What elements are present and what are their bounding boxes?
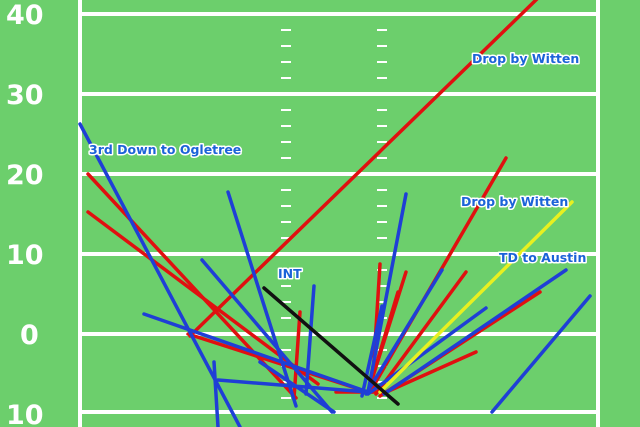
pass-touchdown	[378, 200, 574, 394]
pass-incomplete	[374, 270, 468, 396]
annotations: Drop by Witten 3rd Down to Ogletree Drop…	[88, 50, 588, 283]
annotation-int: INT	[278, 266, 302, 281]
pass-incomplete	[366, 290, 400, 394]
pass-complete	[142, 312, 370, 394]
pass-incomplete	[188, 0, 539, 338]
yard-number-10: 10	[6, 240, 44, 271]
pass-complete	[258, 360, 336, 414]
pass-incomplete	[380, 350, 478, 396]
pass-incomplete	[86, 172, 298, 400]
yard-number-0: 0	[20, 320, 39, 351]
yard-lines	[80, 12, 598, 414]
pass-complete	[366, 192, 408, 394]
yard-number-minus-10: 10	[6, 400, 44, 427]
pass-complete	[212, 360, 220, 427]
pass-complete	[490, 294, 592, 414]
yard-number-20: 20	[6, 160, 44, 191]
pass-interception	[262, 286, 400, 406]
pass-complete	[366, 306, 488, 396]
pass-complete	[304, 284, 316, 396]
yard-numbers: 40 30 20 10 0 10	[6, 0, 44, 427]
pass-complete	[360, 304, 384, 398]
pass-complete	[226, 190, 298, 408]
pass-complete	[382, 268, 568, 396]
pass-complete	[364, 268, 444, 396]
annotation-drop-by-witten: Drop by Witten	[461, 194, 568, 209]
pass-lines	[78, 0, 592, 427]
annotation-drop-by-witten: Drop by Witten	[472, 51, 579, 66]
yard-number-30: 30	[6, 80, 44, 111]
yard-number-40: 40	[6, 0, 44, 31]
annotation-td-to-austin: TD to Austin	[499, 250, 586, 265]
annotation-3rd-down-to-ogletree: 3rd Down to Ogletree	[89, 142, 241, 157]
